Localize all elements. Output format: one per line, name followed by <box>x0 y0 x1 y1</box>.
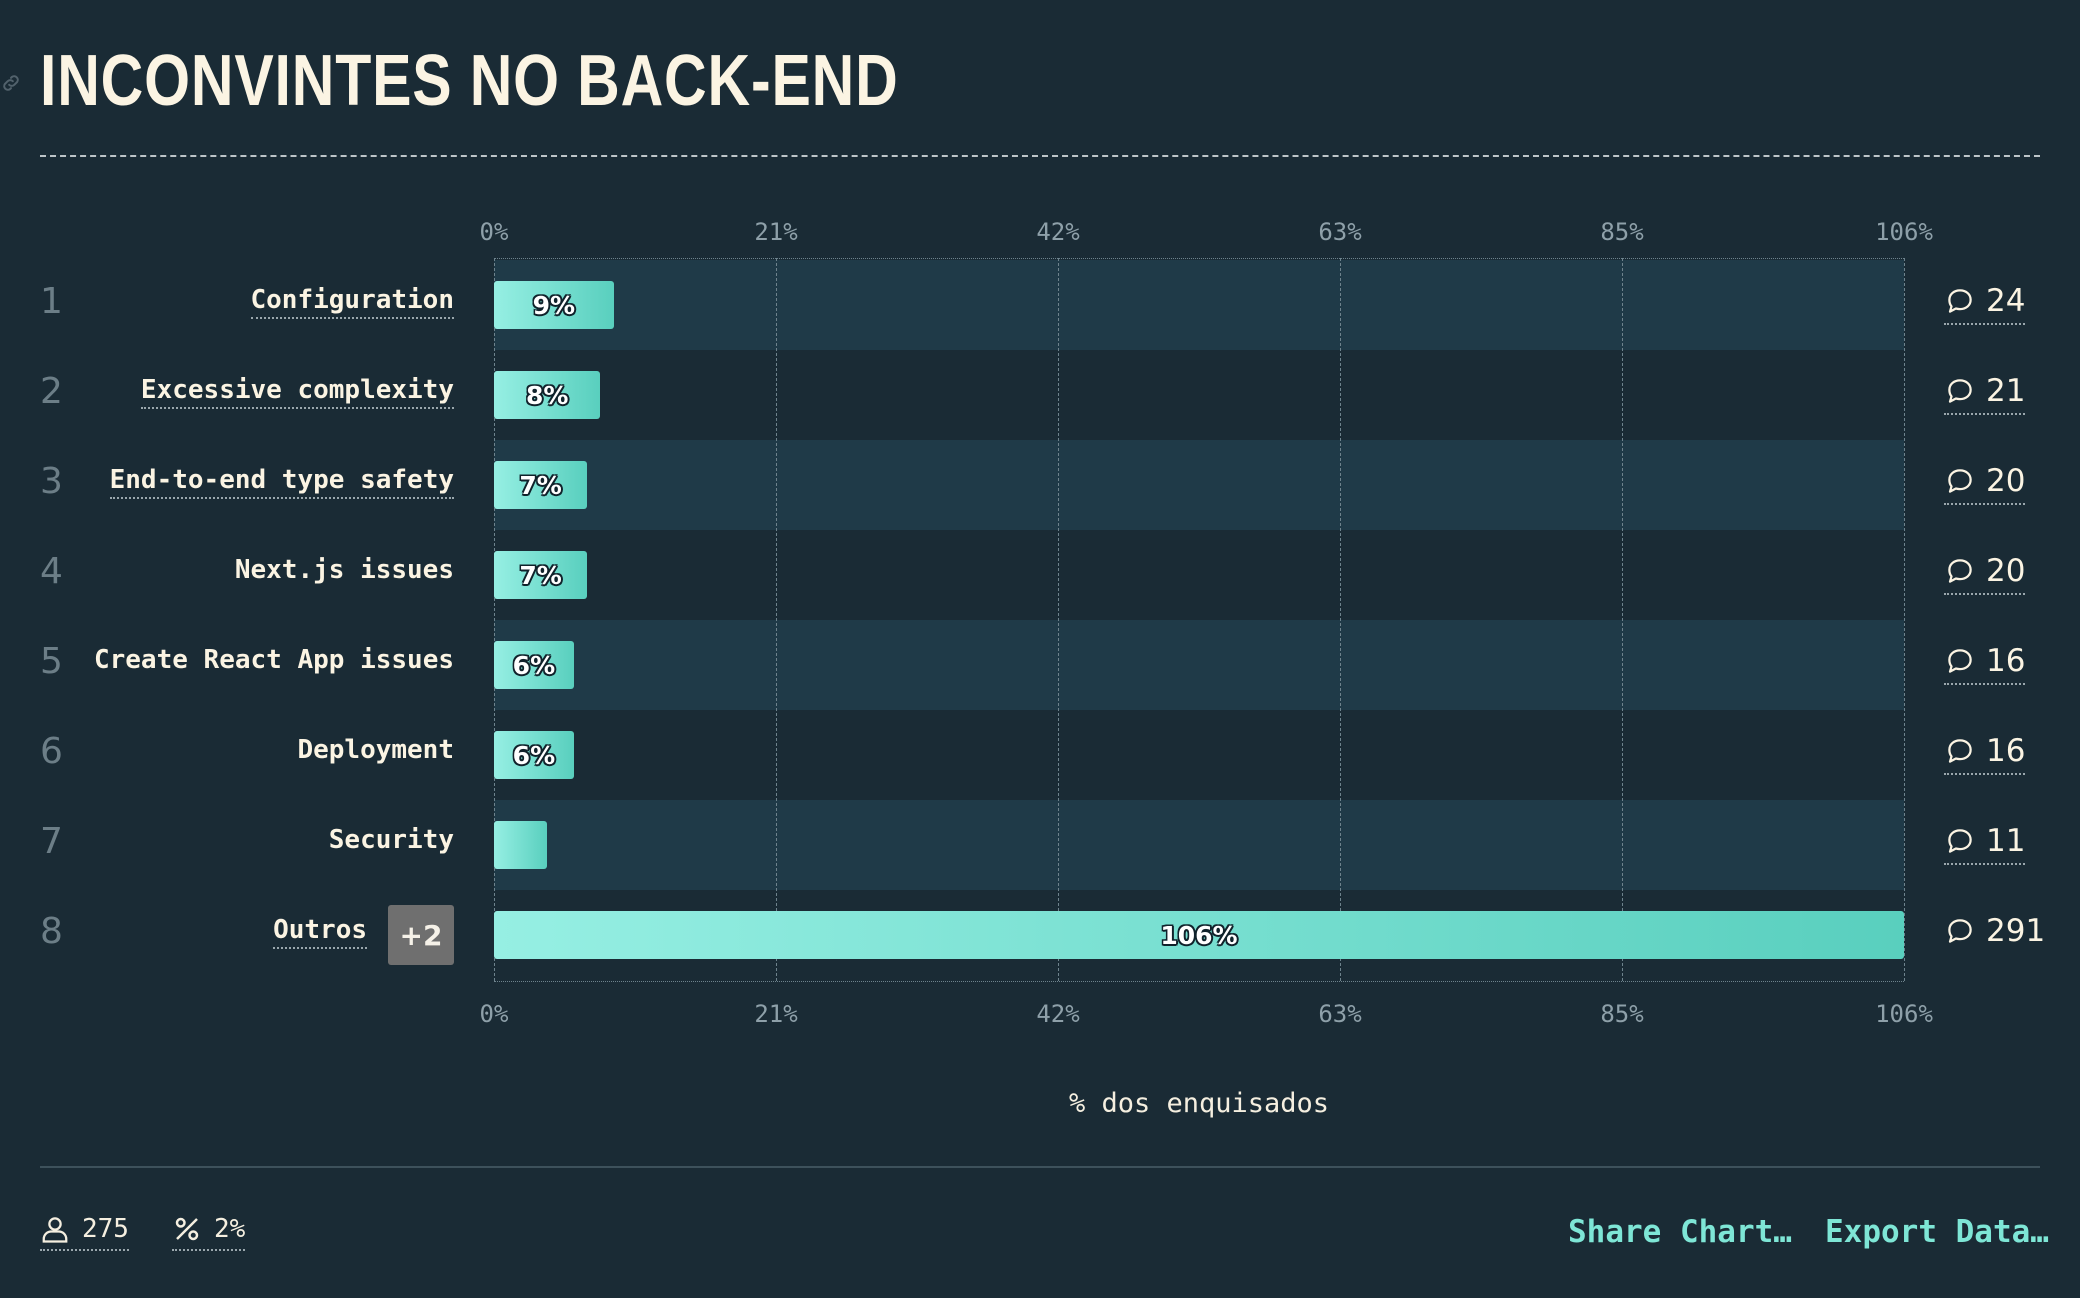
comment-icon <box>1948 829 1972 853</box>
title-divider <box>40 155 2040 157</box>
gridline <box>776 258 777 981</box>
comment-icon <box>1948 919 1972 943</box>
row-band <box>494 530 1904 620</box>
share-chart-button[interactable]: Share Chart… <box>1568 1214 1792 1250</box>
more-items-badge[interactable]: +2 <box>388 905 454 965</box>
x-tick-label-top: 42% <box>1036 218 1080 246</box>
respondents-stat[interactable]: 275 <box>40 1213 129 1251</box>
comment-icon <box>1948 379 1972 403</box>
bottom-axis-line <box>494 981 1904 982</box>
row-rank: 5 <box>40 641 63 682</box>
bar-value-label: 9% <box>532 290 576 320</box>
bar[interactable]: 6% <box>494 641 574 689</box>
row-label[interactable]: Create React App issues <box>93 645 454 675</box>
gridline <box>1904 258 1905 981</box>
comments-link[interactable]: 20 <box>1944 463 2026 505</box>
bar-value-label: 7% <box>519 560 562 590</box>
comments-link[interactable]: 16 <box>1944 733 2026 775</box>
bar[interactable] <box>494 821 548 869</box>
row-label[interactable]: Configuration <box>250 285 454 319</box>
comment-icon <box>1948 469 1972 493</box>
percent-icon <box>175 1217 199 1241</box>
x-tick-label-top: 106% <box>1875 218 1933 246</box>
x-tick-label-bottom: 106% <box>1875 1000 1933 1028</box>
x-tick-label-top: 0% <box>479 218 509 246</box>
row-rank: 4 <box>40 551 63 592</box>
bar-value-label: 7% <box>519 470 562 500</box>
export-data-button[interactable]: Export Data… <box>1825 1214 2049 1250</box>
comment-icon <box>1948 559 1972 583</box>
percent-value: 2% <box>214 1214 246 1244</box>
comment-count: 16 <box>1986 643 2026 679</box>
gridline <box>1340 258 1341 981</box>
gridline <box>494 258 495 981</box>
row-rank: 7 <box>40 821 63 862</box>
x-tick-label-bottom: 85% <box>1600 1000 1644 1028</box>
row-label[interactable]: Security <box>328 825 454 855</box>
row-band <box>494 260 1904 350</box>
comments-link[interactable]: 11 <box>1944 823 2026 865</box>
comment-icon <box>1948 289 1972 313</box>
bar[interactable]: 7% <box>494 551 588 599</box>
comment-count: 16 <box>1986 733 2026 769</box>
row-band <box>494 710 1904 800</box>
comment-count: 20 <box>1986 553 2026 589</box>
chart-title: INCONVINTES NO BACK-END <box>40 41 899 121</box>
bar-value-label: 8% <box>525 380 569 410</box>
row-label[interactable]: Excessive complexity <box>140 375 454 409</box>
x-tick-label-top: 85% <box>1600 218 1644 246</box>
row-label[interactable]: Outros <box>273 915 367 949</box>
comment-count: 11 <box>1986 823 2026 859</box>
comments-link[interactable]: 20 <box>1944 553 2026 595</box>
person-icon <box>42 1217 68 1243</box>
bar-value-label: 6% <box>512 650 556 680</box>
bar[interactable]: 8% <box>494 371 601 419</box>
bar-chart: 0% 0% 21% 21% 42% 42% 63% 63% 85% 85% 106% 106% 1 Con… <box>40 218 2045 1028</box>
x-tick-label-top: 63% <box>1318 218 1362 246</box>
bar-value-label: 106% <box>1160 920 1238 950</box>
row-label[interactable]: Deployment <box>297 735 454 765</box>
x-tick-label-bottom: 0% <box>479 1000 509 1028</box>
bar[interactable]: 6% <box>494 731 574 779</box>
comment-icon <box>1948 739 1972 763</box>
x-tick-label-bottom: 42% <box>1036 1000 1080 1028</box>
footer-divider <box>40 1166 2040 1168</box>
row-label[interactable]: End-to-end type safety <box>109 465 454 499</box>
bar[interactable]: 106% <box>494 911 1904 959</box>
comment-icon <box>1948 649 1972 673</box>
bar[interactable]: 7% <box>494 461 588 509</box>
row-rank: 6 <box>40 731 63 772</box>
percent-stat[interactable]: 2% <box>172 1213 246 1251</box>
comments-link[interactable]: 16 <box>1944 643 2026 685</box>
row-rank: 3 <box>40 461 63 502</box>
top-axis-line <box>494 258 1904 259</box>
gridline <box>1058 258 1059 981</box>
x-tick-label-top: 21% <box>754 218 798 246</box>
comment-count: 20 <box>1986 463 2026 499</box>
x-tick-label-bottom: 63% <box>1318 1000 1362 1028</box>
respondents-count: 275 <box>82 1214 129 1244</box>
x-axis-label: % dos enquisados <box>1068 1088 1330 1119</box>
link-icon[interactable] <box>0 72 22 94</box>
comment-count: 291 <box>1986 913 2046 949</box>
comment-count: 21 <box>1986 373 2026 409</box>
row-label[interactable]: Next.js issues <box>234 555 454 585</box>
comments-link[interactable]: 21 <box>1944 373 2026 415</box>
comment-count: 24 <box>1986 283 2026 319</box>
bar[interactable]: 9% <box>494 281 614 329</box>
row-band <box>494 620 1904 710</box>
gridline <box>1622 258 1623 981</box>
comments-link[interactable]: 24 <box>1944 283 2026 325</box>
row-rank: 2 <box>40 371 63 412</box>
x-tick-label-bottom: 21% <box>754 1000 798 1028</box>
comments-link[interactable]: 291 <box>1944 913 2045 953</box>
row-rank: 1 <box>40 281 63 322</box>
row-band <box>494 440 1904 530</box>
row-band <box>494 350 1904 440</box>
row-band <box>494 800 1904 890</box>
row-rank: 8 <box>40 911 63 952</box>
bar-value-label: 6% <box>512 740 556 770</box>
